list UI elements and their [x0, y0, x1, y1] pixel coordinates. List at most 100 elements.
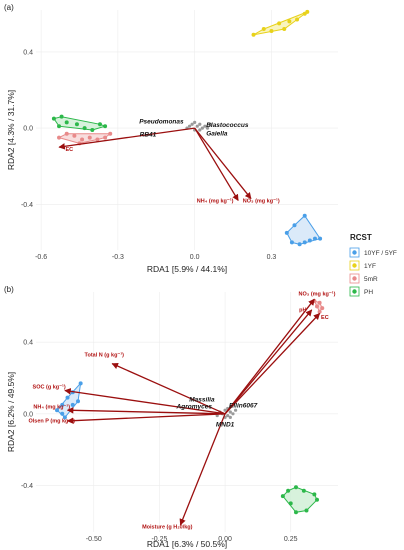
taxon-point [190, 122, 194, 126]
legend-item-label: 5mR [364, 276, 378, 283]
rda-panel-a: -0.6 -0.3 0.0 0.3 0.4 0.0 -0.4 RDA1 [5.9% / 44.… [4, 3, 338, 274]
env-arrow [66, 407, 226, 415]
data-point [108, 131, 113, 136]
x-tick-label: 0.0 [190, 254, 200, 261]
env-arrow-label: Olsen P (mg kg⁻¹) [28, 418, 75, 425]
data-point [87, 135, 92, 140]
rda-panel-b: -0.50 -0.25 0.00 0.25 0.4 0.0 -0.4 RDA1 [6.3% /… [4, 285, 338, 549]
y-tick-label: 0.0 [23, 126, 33, 133]
data-point [269, 28, 274, 33]
taxon-point [208, 122, 212, 126]
data-point [78, 381, 83, 386]
taxon-point [198, 122, 202, 126]
data-point [284, 230, 289, 235]
legend: RCST 10YF / 5YF 1YF 5mR PH [349, 233, 397, 297]
x-tick-label: 0.00 [218, 536, 232, 543]
data-point [293, 485, 298, 490]
data-point [318, 236, 323, 241]
data-point [64, 120, 69, 125]
data-point [76, 399, 81, 404]
y-axis-label: RDA2 [6.2% / 49.5%] [6, 372, 16, 452]
data-point [295, 17, 300, 22]
data-point [314, 304, 319, 309]
env-arrow-label: Total N (g kg⁻¹) [85, 351, 125, 358]
data-point [261, 27, 266, 32]
legend-item-label: PH [364, 289, 373, 296]
taxon-label: Pseudomonas [139, 118, 184, 125]
env-arrow-label: NH₄ (mg kg⁻¹) [197, 197, 234, 204]
legend-marker [352, 289, 357, 294]
y-tick-label: 0.4 [23, 49, 33, 56]
data-point [320, 306, 325, 311]
data-point [59, 114, 64, 119]
data-point [57, 124, 62, 129]
taxon-label: Blastococcus [206, 122, 249, 129]
env-arrow-label: SOC (g kg⁻¹) [33, 384, 66, 391]
taxon-point [200, 126, 204, 130]
data-point [82, 126, 87, 131]
data-point [70, 402, 75, 407]
data-point [312, 492, 317, 497]
taxon-label: MND1 [216, 421, 235, 428]
taxon-label: Massilia [189, 396, 215, 403]
x-axis-label: RDA1 [5.9% / 44.1%] [147, 264, 227, 274]
taxon-point [203, 124, 207, 128]
data-point [286, 488, 291, 493]
data-point [304, 508, 309, 513]
data-point [97, 122, 102, 127]
legend-marker [352, 263, 357, 268]
env-arrow [58, 127, 195, 150]
data-point [305, 9, 310, 14]
data-point [57, 135, 62, 140]
data-point [64, 131, 69, 136]
x-tick-label: -0.50 [86, 536, 102, 543]
data-point [60, 411, 65, 416]
legend-marker [352, 276, 357, 281]
env-arrow-label: Moisture (g H₂0/kg) [142, 524, 193, 530]
taxon-point [228, 410, 232, 414]
env-arrow [66, 413, 226, 424]
data-point [282, 27, 287, 32]
env-arrow [194, 127, 239, 202]
data-point [51, 116, 56, 121]
data-point [62, 415, 67, 420]
data-point [288, 501, 293, 506]
panel-label: (a) [4, 3, 14, 12]
data-point [55, 408, 60, 413]
env-arrow [224, 298, 315, 415]
y-tick-label: -0.4 [21, 202, 33, 209]
taxon-label: Gaiella [206, 131, 228, 138]
x-tick-label: 0.3 [267, 254, 277, 261]
y-axis-label: RDA2 [4.3% / 31.7%] [6, 90, 16, 170]
panel-label: (b) [4, 285, 14, 294]
x-tick-label: -0.6 [35, 254, 47, 261]
data-point [74, 122, 79, 127]
data-point [103, 135, 108, 140]
env-arrow-label: pH [299, 308, 306, 314]
data-point [80, 137, 85, 142]
data-point [287, 19, 292, 24]
legend-title: RCST [350, 233, 372, 242]
env-arrow-label: EC [321, 315, 329, 321]
env-arrow [224, 309, 313, 415]
data-point [317, 309, 322, 314]
data-point [280, 494, 285, 499]
data-point [302, 240, 307, 245]
x-tick-label: -0.3 [112, 254, 124, 261]
y-tick-label: -0.4 [21, 483, 33, 490]
data-point [60, 402, 65, 407]
data-point [301, 488, 306, 493]
env-arrow-label: NH₄ (mg kg⁻¹) [33, 403, 70, 410]
taxon-point [205, 126, 210, 130]
data-point [314, 497, 319, 502]
env-arrow [179, 413, 226, 526]
taxon-point [193, 120, 197, 124]
x-tick-label: -0.25 [151, 536, 167, 543]
x-tick-label: 0.25 [284, 536, 298, 543]
taxon-point [226, 413, 230, 418]
taxon-label: Agromyces [176, 403, 213, 410]
taxon-point [228, 415, 232, 419]
data-point [251, 32, 256, 37]
data-point [103, 124, 108, 129]
data-point [72, 133, 77, 138]
